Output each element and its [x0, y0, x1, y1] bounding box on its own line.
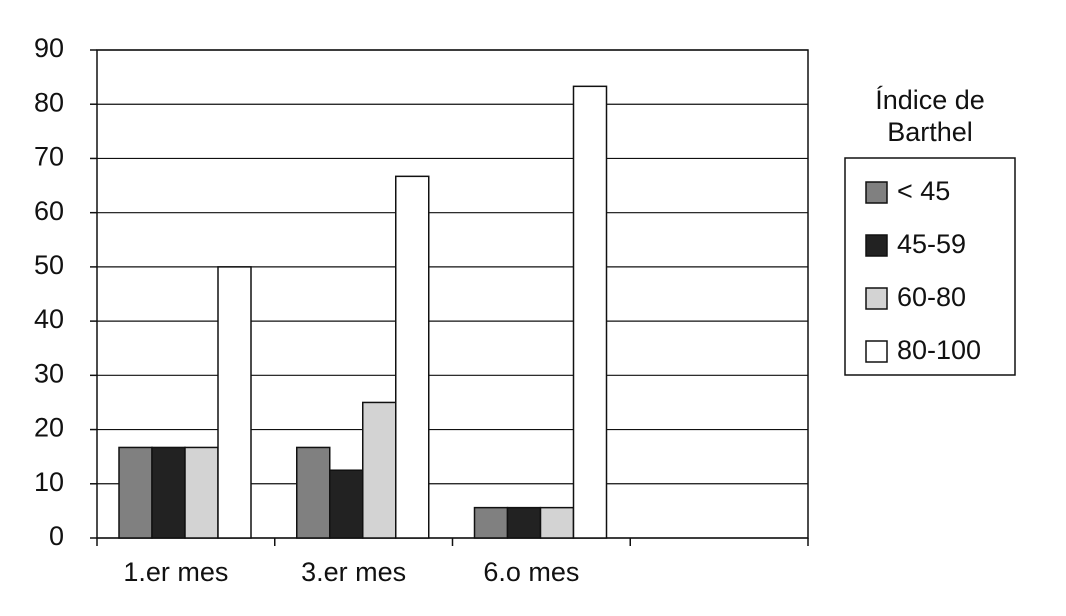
bar: [473, 506, 509, 539]
bar: [395, 175, 430, 539]
x-tick-label: 3.er mes: [301, 557, 406, 587]
bar: [118, 446, 153, 539]
bar: [151, 446, 186, 539]
legend-label: 80-100: [897, 335, 981, 365]
y-tick-label: 90: [34, 33, 64, 63]
legend-label: 60-80: [897, 282, 966, 312]
y-tick-label: 10: [34, 467, 64, 497]
legend-swatch: [865, 181, 888, 204]
y-tick-label: 70: [34, 142, 64, 172]
legend-swatch: [865, 340, 888, 363]
bar: [572, 85, 608, 539]
x-tick-label: 6.o mes: [483, 557, 579, 587]
y-tick-label: 30: [34, 358, 64, 388]
bar: [184, 446, 219, 539]
bar: [362, 401, 397, 539]
y-tick-label: 0: [49, 521, 64, 551]
y-tick-label: 50: [34, 250, 64, 280]
y-tick-label: 20: [34, 413, 64, 443]
bar: [296, 446, 331, 539]
y-tick-label: 80: [34, 87, 64, 117]
y-tick-label: 40: [34, 304, 64, 334]
x-tick-label: 1.er mes: [123, 557, 228, 587]
bar: [539, 506, 575, 539]
bar: [506, 506, 542, 539]
bar: [329, 469, 364, 539]
legend-swatch: [865, 287, 888, 310]
legend-label: 45-59: [897, 229, 966, 259]
legend-swatch: [865, 234, 888, 257]
legend-label: < 45: [897, 176, 950, 206]
y-tick-label: 60: [34, 196, 64, 226]
legend-title: Índice de Barthel: [875, 85, 985, 147]
bar: [217, 266, 252, 539]
